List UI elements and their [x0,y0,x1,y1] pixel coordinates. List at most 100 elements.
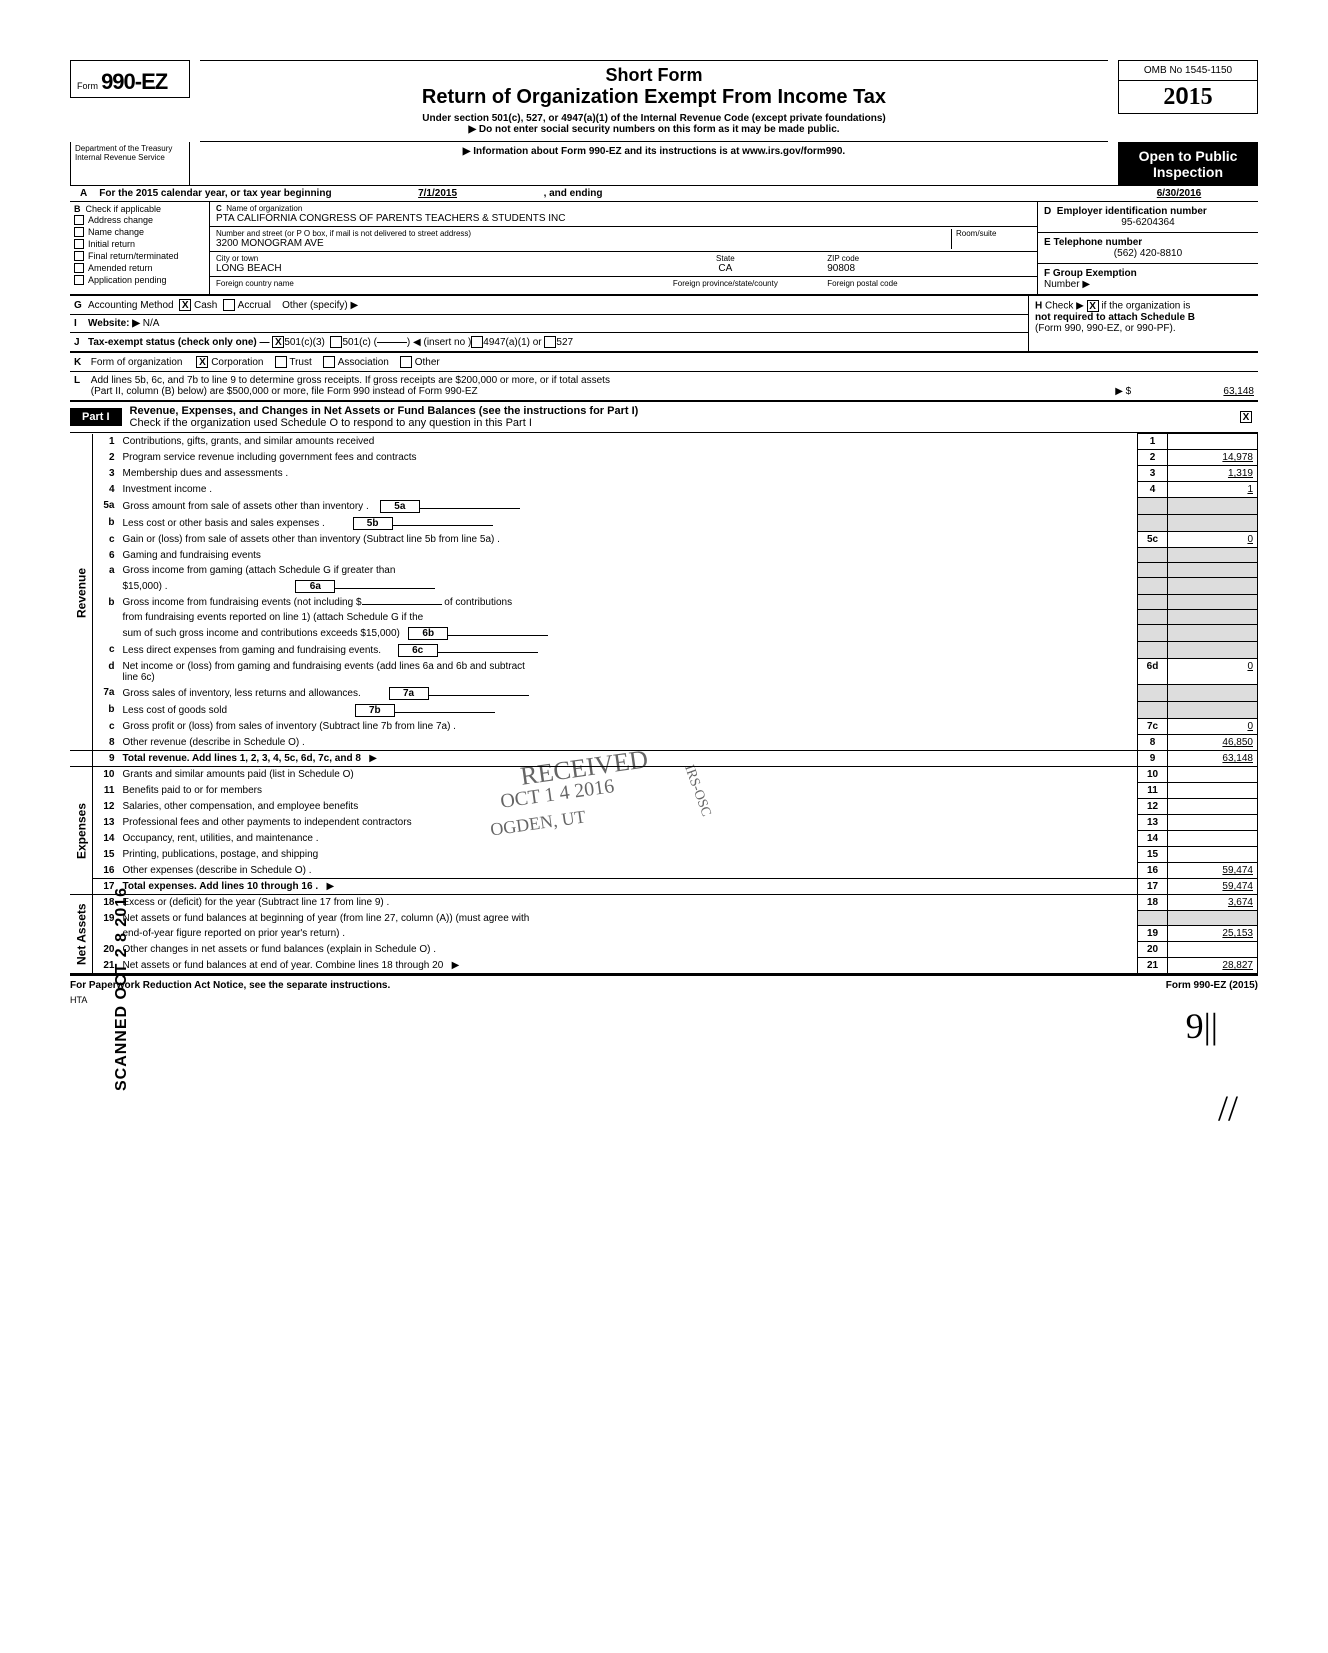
line-7a-num: 7a [93,685,119,702]
line-6c-val [1168,642,1258,659]
check-name-change[interactable] [74,227,84,237]
row-h: H Check ▶ X if the organization is not r… [1028,296,1258,353]
line-7b-text: Less cost of goods sold [123,705,228,716]
line-6b-text: Gross income from fundraising events (no… [123,597,362,608]
line-13-text: Professional fees and other payments to … [119,815,1138,831]
line-5b-text: Less cost or other basis and sales expen… [123,518,325,529]
part1-check-text: Check if the organization used Schedule … [130,417,532,429]
col-d: D Employer identification number 95-6204… [1038,202,1258,294]
line-3-val: 1,319 [1168,466,1258,482]
line-7b-val [1168,702,1258,719]
part1-header: Part I Revenue, Expenses, and Changes in… [70,402,1258,433]
check-4947[interactable] [471,336,483,348]
check-amended-return[interactable] [74,263,84,273]
line-5b-ib: 5b [353,517,393,530]
check-address-change[interactable] [74,215,84,225]
line-2-text: Program service revenue including govern… [119,450,1138,466]
line-7c-box: 7c [1138,719,1168,735]
opt-corporation: Corporation [211,357,263,368]
title-note2: Do not enter social security numbers on … [479,124,840,135]
line-4-box: 4 [1138,482,1168,498]
line-11-val [1168,783,1258,799]
city-label: City or town [216,254,624,263]
line-6d-text2: line 6c) [123,672,155,683]
check-corporation[interactable]: X [196,356,208,368]
foreign-country-label: Foreign country name [216,279,624,288]
line-8-val: 46,850 [1168,735,1258,751]
line-15-num: 15 [93,847,119,863]
row-h-label: H [1035,301,1042,312]
line-6d-box: 6d [1138,659,1168,685]
line-6c-ib: 6c [398,644,438,657]
line-6a2-box [1138,578,1168,595]
check-association[interactable] [323,356,335,368]
line-14-box: 14 [1138,831,1168,847]
part1-title: Revenue, Expenses, and Changes in Net As… [130,405,639,417]
org-city: LONG BEACH [216,263,282,274]
check-application-pending[interactable] [74,275,84,285]
line-7c-val: 0 [1168,719,1258,735]
row-j: J Tax-exempt status (check only one) — X… [70,333,1028,353]
line-6-box [1138,548,1168,563]
line-15-text: Printing, publications, postage, and shi… [119,847,1138,863]
line-9-num: 9 [93,751,119,767]
line-14-val [1168,831,1258,847]
line-13-num: 13 [93,815,119,831]
line-3-num: 3 [93,466,119,482]
opt-501c-insert: ) ◀ (insert no ) [407,337,471,348]
line-6a-ib: 6a [295,580,335,593]
top-grid: B Check if applicable Address change Nam… [70,202,1258,296]
info-box: ▶ Information about Form 990-EZ and its … [190,142,1118,186]
check-schedule-b[interactable]: X [1087,300,1099,312]
line-6b-text3: from fundraising events reported on line… [119,610,1138,625]
tax-year-end: 6/30/2016 [1104,188,1254,199]
line-8-num: 8 [93,735,119,751]
check-schedule-o[interactable]: X [1240,411,1252,423]
check-initial-return[interactable] [74,239,84,249]
row-k: K Form of organization X Corporation Tru… [70,353,1258,372]
check-501c3[interactable]: X [272,336,284,348]
org-name: PTA CALIFORNIA CONGRESS OF PARENTS TEACH… [216,213,566,224]
line-21-val: 28,827 [1168,958,1258,974]
footer-row: For Paperwork Reduction Act Notice, see … [70,974,1258,995]
line-6b-text4: sum of such gross income and contributio… [123,628,400,639]
check-527[interactable] [544,336,556,348]
opt-other-specify: Other (specify) ▶ [282,300,358,311]
row-l-arrow: ▶ $ [1115,386,1131,397]
line-6b3-box [1138,625,1168,642]
line-17-val: 59,474 [1168,879,1258,895]
line-5c-val: 0 [1168,532,1258,548]
row-h-text2: if the organization is [1101,301,1190,312]
line-21-box: 21 [1138,958,1168,974]
opt-amended-return: Amended return [88,263,153,273]
line-21-text: Net assets or fund balances at end of ye… [123,960,444,971]
line-6b-ib: 6b [408,627,448,640]
opt-4947: 4947(a)(1) or [483,337,541,348]
line-4-num: 4 [93,482,119,498]
opt-accrual: Accrual [238,300,271,311]
check-other-org[interactable] [400,356,412,368]
side-revenue: Revenue [70,434,93,751]
line-7b-box [1138,702,1168,719]
line-6b-num: b [93,595,119,610]
col-b: B Check if applicable Address change Nam… [70,202,210,294]
signature-2: // [70,1087,1258,1129]
line-20-text: Other changes in net assets or fund bala… [119,942,1138,958]
col-c-label: C [216,204,222,213]
line-1-text: Contributions, gifts, grants, and simila… [119,434,1138,450]
check-final-return[interactable] [74,251,84,261]
check-501c[interactable] [330,336,342,348]
check-cash[interactable]: X [179,299,191,311]
signature-1: 9|| [70,1005,1258,1047]
line-17-text: Total expenses. Add lines 10 through 16 … [123,881,319,892]
line-16-val: 59,474 [1168,863,1258,879]
check-trust[interactable] [275,356,287,368]
line-6b2-box [1138,610,1168,625]
lines-table: Revenue 1 Contributions, gifts, grants, … [70,433,1258,974]
part1-title-wrap: Revenue, Expenses, and Changes in Net As… [122,402,1234,432]
line-6d-val: 0 [1168,659,1258,685]
zip-label: ZIP code [827,254,1031,263]
line-9-box: 9 [1138,751,1168,767]
line-6-text: Gaming and fundraising events [119,548,1138,563]
check-accrual[interactable] [223,299,235,311]
